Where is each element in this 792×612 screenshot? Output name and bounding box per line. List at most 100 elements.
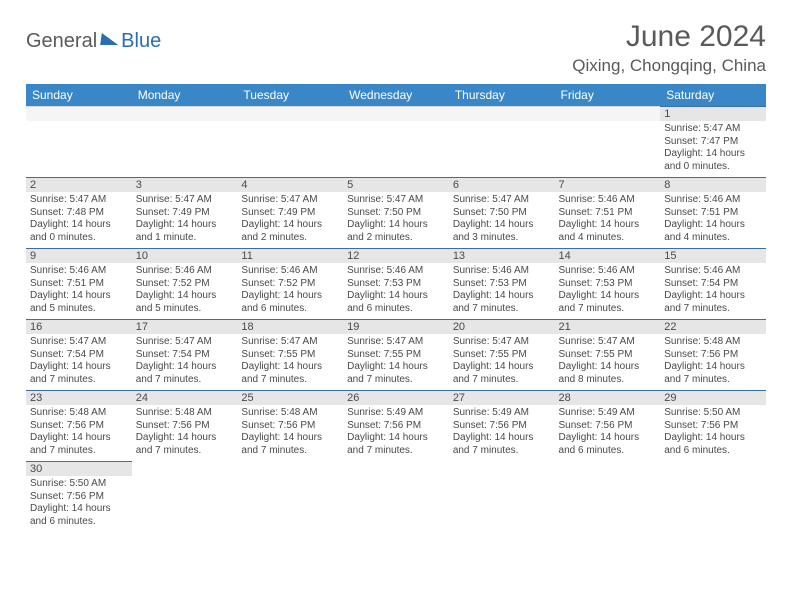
calendar-cell [449, 461, 555, 537]
day-number: 4 [237, 177, 343, 192]
day-details: Sunrise: 5:47 AMSunset: 7:55 PMDaylight:… [343, 334, 449, 390]
calendar-row: 30Sunrise: 5:50 AMSunset: 7:56 PMDayligh… [26, 461, 766, 537]
day-number: 25 [237, 390, 343, 405]
calendar-cell: 20Sunrise: 5:47 AMSunset: 7:55 PMDayligh… [449, 319, 555, 390]
day-details: Sunrise: 5:46 AMSunset: 7:51 PMDaylight:… [26, 263, 132, 319]
day-details: Sunrise: 5:47 AMSunset: 7:55 PMDaylight:… [237, 334, 343, 390]
day-details: Sunrise: 5:47 AMSunset: 7:49 PMDaylight:… [237, 192, 343, 248]
calendar-cell: 4Sunrise: 5:47 AMSunset: 7:49 PMDaylight… [237, 177, 343, 248]
day-details: Sunrise: 5:46 AMSunset: 7:51 PMDaylight:… [660, 192, 766, 248]
logo-text-blue: Blue [121, 30, 161, 53]
calendar-cell: 23Sunrise: 5:48 AMSunset: 7:56 PMDayligh… [26, 390, 132, 461]
day-number: 18 [237, 319, 343, 334]
calendar-cell: 12Sunrise: 5:46 AMSunset: 7:53 PMDayligh… [343, 248, 449, 319]
empty-cell-bar [237, 106, 343, 121]
day-details: Sunrise: 5:48 AMSunset: 7:56 PMDaylight:… [132, 405, 238, 461]
weekday-header: Thursday [449, 84, 555, 106]
calendar-cell: 19Sunrise: 5:47 AMSunset: 7:55 PMDayligh… [343, 319, 449, 390]
calendar-cell [343, 106, 449, 177]
weekday-header: Saturday [660, 84, 766, 106]
day-details: Sunrise: 5:49 AMSunset: 7:56 PMDaylight:… [555, 405, 661, 461]
day-number: 8 [660, 177, 766, 192]
day-number: 13 [449, 248, 555, 263]
empty-cell-bar [132, 106, 238, 121]
day-details: Sunrise: 5:48 AMSunset: 7:56 PMDaylight:… [237, 405, 343, 461]
weekday-header: Friday [555, 84, 661, 106]
calendar-cell: 1Sunrise: 5:47 AMSunset: 7:47 PMDaylight… [660, 106, 766, 177]
calendar-cell: 8Sunrise: 5:46 AMSunset: 7:51 PMDaylight… [660, 177, 766, 248]
calendar-cell: 18Sunrise: 5:47 AMSunset: 7:55 PMDayligh… [237, 319, 343, 390]
calendar-cell: 30Sunrise: 5:50 AMSunset: 7:56 PMDayligh… [26, 461, 132, 537]
day-details: Sunrise: 5:46 AMSunset: 7:54 PMDaylight:… [660, 263, 766, 319]
day-details: Sunrise: 5:49 AMSunset: 7:56 PMDaylight:… [343, 405, 449, 461]
calendar-row: 16Sunrise: 5:47 AMSunset: 7:54 PMDayligh… [26, 319, 766, 390]
weekday-header: Sunday [26, 84, 132, 106]
day-number: 26 [343, 390, 449, 405]
day-details: Sunrise: 5:46 AMSunset: 7:51 PMDaylight:… [555, 192, 661, 248]
calendar-cell [237, 461, 343, 537]
logo-text-general: General [26, 30, 97, 53]
calendar-cell: 11Sunrise: 5:46 AMSunset: 7:52 PMDayligh… [237, 248, 343, 319]
empty-cell-bar [26, 106, 132, 121]
day-number: 20 [449, 319, 555, 334]
calendar-cell [132, 106, 238, 177]
calendar-cell [26, 106, 132, 177]
day-details: Sunrise: 5:46 AMSunset: 7:52 PMDaylight:… [132, 263, 238, 319]
day-number: 14 [555, 248, 661, 263]
day-number: 3 [132, 177, 238, 192]
day-details: Sunrise: 5:47 AMSunset: 7:48 PMDaylight:… [26, 192, 132, 248]
day-details: Sunrise: 5:47 AMSunset: 7:54 PMDaylight:… [26, 334, 132, 390]
day-details: Sunrise: 5:46 AMSunset: 7:52 PMDaylight:… [237, 263, 343, 319]
weekday-header: Wednesday [343, 84, 449, 106]
day-number: 29 [660, 390, 766, 405]
day-number: 10 [132, 248, 238, 263]
calendar-cell: 28Sunrise: 5:49 AMSunset: 7:56 PMDayligh… [555, 390, 661, 461]
calendar-cell: 21Sunrise: 5:47 AMSunset: 7:55 PMDayligh… [555, 319, 661, 390]
calendar-cell: 16Sunrise: 5:47 AMSunset: 7:54 PMDayligh… [26, 319, 132, 390]
day-number: 1 [660, 106, 766, 121]
day-details: Sunrise: 5:47 AMSunset: 7:49 PMDaylight:… [132, 192, 238, 248]
empty-cell-bar [449, 106, 555, 121]
day-details: Sunrise: 5:48 AMSunset: 7:56 PMDaylight:… [26, 405, 132, 461]
day-number: 24 [132, 390, 238, 405]
day-number: 22 [660, 319, 766, 334]
day-details: Sunrise: 5:48 AMSunset: 7:56 PMDaylight:… [660, 334, 766, 390]
logo-triangle-icon [100, 33, 120, 45]
day-number: 21 [555, 319, 661, 334]
calendar-row: 1Sunrise: 5:47 AMSunset: 7:47 PMDaylight… [26, 106, 766, 177]
calendar-cell: 10Sunrise: 5:46 AMSunset: 7:52 PMDayligh… [132, 248, 238, 319]
weekday-header: Monday [132, 84, 238, 106]
day-number: 16 [26, 319, 132, 334]
calendar-cell: 2Sunrise: 5:47 AMSunset: 7:48 PMDaylight… [26, 177, 132, 248]
title-block: June 2024 Qixing, Chongqing, China [572, 20, 766, 76]
calendar-row: 9Sunrise: 5:46 AMSunset: 7:51 PMDaylight… [26, 248, 766, 319]
calendar-cell: 3Sunrise: 5:47 AMSunset: 7:49 PMDaylight… [132, 177, 238, 248]
day-details: Sunrise: 5:47 AMSunset: 7:55 PMDaylight:… [449, 334, 555, 390]
calendar-cell: 29Sunrise: 5:50 AMSunset: 7:56 PMDayligh… [660, 390, 766, 461]
day-details: Sunrise: 5:46 AMSunset: 7:53 PMDaylight:… [343, 263, 449, 319]
calendar-cell: 15Sunrise: 5:46 AMSunset: 7:54 PMDayligh… [660, 248, 766, 319]
day-details: Sunrise: 5:50 AMSunset: 7:56 PMDaylight:… [26, 476, 132, 532]
day-number: 2 [26, 177, 132, 192]
day-details: Sunrise: 5:49 AMSunset: 7:56 PMDaylight:… [449, 405, 555, 461]
calendar-cell: 7Sunrise: 5:46 AMSunset: 7:51 PMDaylight… [555, 177, 661, 248]
day-number: 6 [449, 177, 555, 192]
day-number: 7 [555, 177, 661, 192]
day-details: Sunrise: 5:50 AMSunset: 7:56 PMDaylight:… [660, 405, 766, 461]
day-details: Sunrise: 5:47 AMSunset: 7:50 PMDaylight:… [343, 192, 449, 248]
empty-cell-bar [343, 106, 449, 121]
day-number: 5 [343, 177, 449, 192]
calendar-cell [343, 461, 449, 537]
empty-cell-bar [555, 106, 661, 121]
calendar-cell: 5Sunrise: 5:47 AMSunset: 7:50 PMDaylight… [343, 177, 449, 248]
weekday-header: Tuesday [237, 84, 343, 106]
calendar-row: 23Sunrise: 5:48 AMSunset: 7:56 PMDayligh… [26, 390, 766, 461]
day-details: Sunrise: 5:47 AMSunset: 7:50 PMDaylight:… [449, 192, 555, 248]
day-number: 19 [343, 319, 449, 334]
header: General Blue June 2024 Qixing, Chongqing… [26, 20, 766, 76]
weekday-header-row: SundayMondayTuesdayWednesdayThursdayFrid… [26, 84, 766, 106]
day-number: 27 [449, 390, 555, 405]
calendar-cell: 25Sunrise: 5:48 AMSunset: 7:56 PMDayligh… [237, 390, 343, 461]
month-title: June 2024 [572, 20, 766, 54]
calendar-cell [555, 106, 661, 177]
